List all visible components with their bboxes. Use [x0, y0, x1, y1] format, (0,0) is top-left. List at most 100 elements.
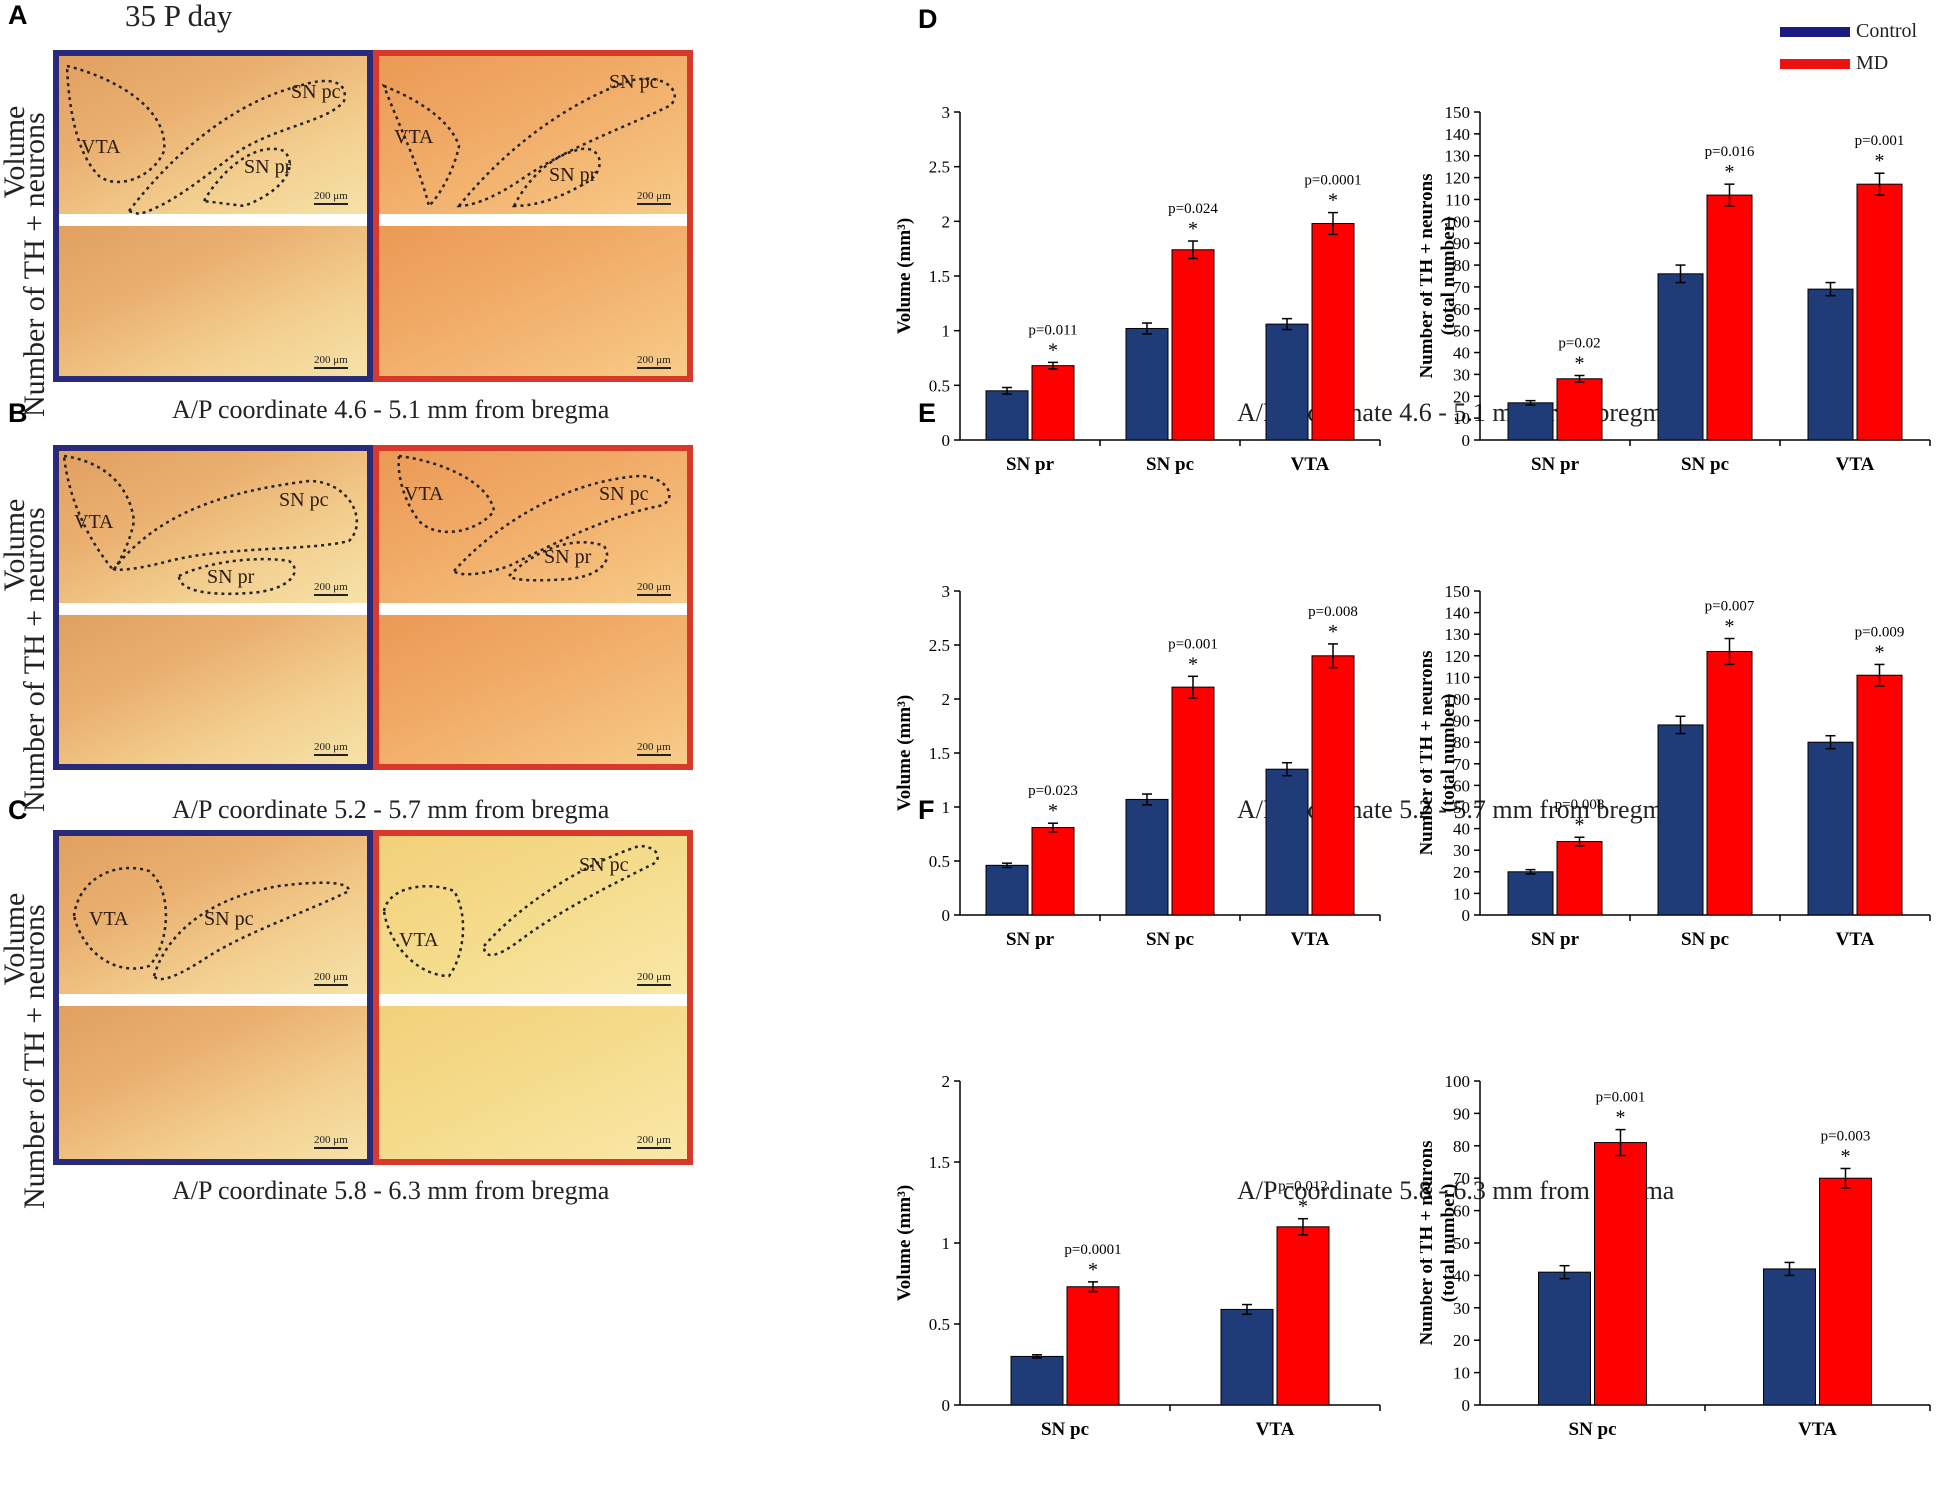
y-tick-label: 60 [1453, 776, 1470, 795]
y-tick-label: 80 [1453, 1137, 1470, 1156]
day-label: 35 P day [125, 0, 233, 33]
region-label-snpr: SN pr [207, 566, 255, 588]
category-label: SN pc [1568, 1419, 1616, 1440]
y-tick-label: 0.5 [929, 376, 950, 395]
category-label: VTA [1291, 454, 1330, 475]
y-tick-label: 50 [1453, 798, 1470, 817]
region-outlines [382, 844, 659, 978]
p-value-label: p=0.024 [1168, 201, 1218, 217]
bar-md [1031, 365, 1075, 441]
bar-md [1556, 378, 1603, 441]
category-label: SN pc [1681, 929, 1729, 950]
bar-control [1265, 323, 1309, 441]
significance-star: * [1048, 800, 1058, 822]
category-label: SN pr [1006, 454, 1055, 475]
y-tick-label: 20 [1453, 863, 1470, 882]
region-label-snpc: SN pc [204, 908, 254, 930]
row-label-neurons-b: Number of TH + neurons [18, 507, 51, 812]
bar-md [1031, 827, 1075, 916]
y-tick-label: 90 [1453, 1104, 1470, 1123]
significance-star: * [1188, 218, 1198, 240]
y-tick-label: 0 [1462, 431, 1471, 450]
bar-control [1507, 871, 1554, 916]
region-label-vta: VTA [74, 511, 114, 533]
bar-control [1507, 402, 1554, 441]
y-tick-label: 3 [942, 103, 951, 122]
region-label-snpc: SN pc [291, 81, 341, 103]
p-value-label: p=0.008 [1308, 604, 1358, 620]
chart-f-neurons: 0 10 20 30 40 50 60 70 80 90 100 Number of TH + neu… [1420, 1072, 1931, 1440]
bar-md [1819, 1177, 1872, 1406]
scale-bar: 200 μm [637, 190, 671, 205]
bar-md [1276, 1226, 1330, 1406]
y-tick-label: 100 [1445, 212, 1471, 231]
scale-bar: 200 μm [314, 741, 348, 756]
scale-bar: 200 μm [637, 354, 671, 369]
y-tick-label: 1.5 [929, 744, 950, 763]
region-outlines [397, 454, 671, 582]
region-label-snpc: SN pc [609, 71, 659, 93]
region-label-snpr: SN pr [544, 546, 592, 568]
category-label: VTA [1798, 1419, 1837, 1440]
y-tick-label: 10 [1453, 409, 1470, 428]
y-tick-label: 0 [1462, 1396, 1471, 1415]
bar-md [1311, 223, 1355, 441]
y-tick-label: 30 [1453, 1299, 1470, 1318]
p-value-label: p=0.02 [1558, 335, 1600, 351]
bar-control [1220, 1308, 1274, 1406]
y-tick-label: 1.5 [929, 1153, 950, 1172]
bar-md [1311, 655, 1355, 916]
y-tick-label: 70 [1453, 755, 1470, 774]
bar-control [1010, 1355, 1064, 1406]
y-tick-label: 120 [1445, 169, 1471, 188]
y-tick-label: 80 [1453, 733, 1470, 752]
significance-star: * [1048, 339, 1058, 361]
legend-label-control: Control [1856, 20, 1918, 42]
p-value-label: p=0.023 [1028, 783, 1078, 799]
bar-md [1171, 249, 1215, 441]
significance-star: * [1875, 150, 1885, 172]
significance-star: * [1575, 814, 1585, 836]
y-tick-label: 30 [1453, 365, 1470, 384]
bar-md [1706, 650, 1753, 916]
scale-bar: 200 μm [314, 971, 348, 986]
coord-caption-a: A/P coordinate 4.6 - 5.1 mm from bregma [172, 395, 610, 424]
y-tick-label: 2 [942, 212, 951, 231]
y-tick-label: 1 [942, 1234, 951, 1253]
scale-bar: 200 μm [314, 190, 348, 205]
category-label: VTA [1291, 929, 1330, 950]
y-tick-label: 120 [1445, 647, 1471, 666]
micrograph-b-md: VTA SN pc SN pr 200 μm 200 μm [373, 445, 693, 770]
bar-md [1706, 194, 1753, 441]
y-tick-label: 100 [1445, 1072, 1471, 1091]
bar-md [1171, 686, 1215, 916]
y-tick-label: 2 [942, 690, 951, 709]
y-tick-label: 0 [942, 906, 951, 925]
y-tick-label: 1.5 [929, 267, 950, 286]
y-tick-label: 30 [1453, 841, 1470, 860]
bar-control [985, 390, 1029, 441]
coord-caption-e: A/P coordinate 5.2 - 5.7 mm from bregma [1237, 795, 1675, 824]
y-axis-label: Number of TH + neurons(total number) [1420, 173, 1459, 378]
significance-star: * [1575, 352, 1585, 374]
bar-control [1125, 327, 1169, 441]
y-tick-label: 20 [1453, 387, 1470, 406]
panel-label-d: D [918, 4, 938, 34]
legend-swatch-md [1780, 59, 1850, 70]
y-tick-label: 100 [1445, 690, 1471, 709]
y-tick-label: 80 [1453, 256, 1470, 275]
significance-star: * [1328, 190, 1338, 212]
p-value-label: p=0.001 [1596, 1090, 1646, 1106]
category-label: SN pr [1531, 454, 1580, 475]
y-tick-label: 130 [1445, 625, 1471, 644]
row-label-neurons-c: Number of TH + neurons [18, 904, 51, 1209]
significance-star: * [1616, 1107, 1626, 1129]
region-outlines [72, 866, 351, 981]
y-tick-label: 70 [1453, 1169, 1470, 1188]
category-label: SN pc [1146, 454, 1194, 475]
y-axis-label: Number of TH + neurons(total number) [1420, 1140, 1459, 1345]
row-label-neurons-a: Number of TH + neurons [18, 112, 51, 417]
scale-bar: 200 μm [637, 581, 671, 596]
significance-star: * [1875, 641, 1885, 663]
